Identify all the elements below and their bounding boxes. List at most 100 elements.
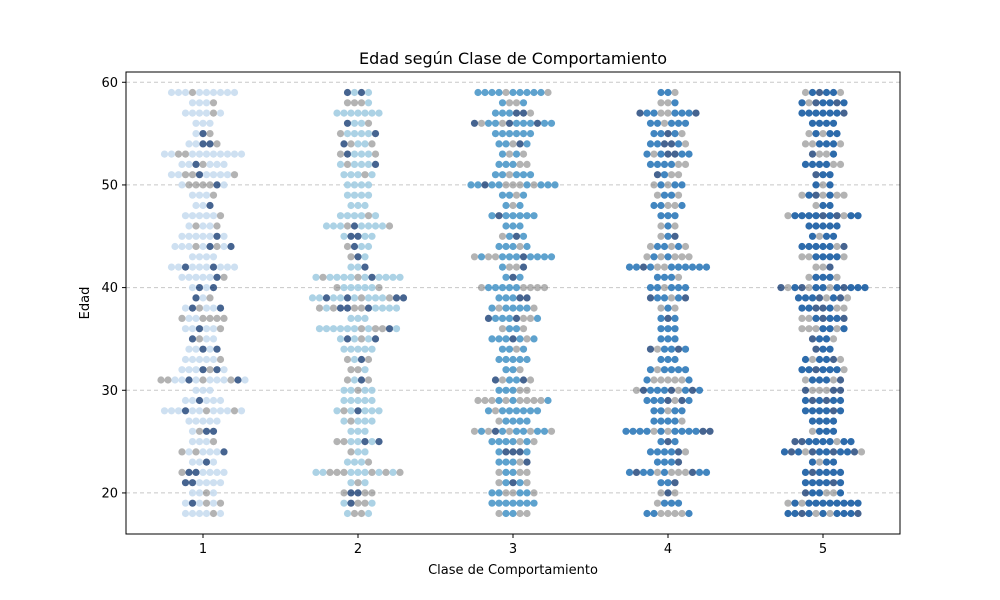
data-point (829, 427, 838, 435)
data-point (357, 150, 366, 158)
data-point (819, 509, 827, 518)
data-point (336, 160, 345, 168)
data-point (364, 304, 373, 312)
data-point (467, 181, 475, 189)
data-point (357, 325, 366, 333)
data-point (819, 212, 827, 220)
data-point (491, 284, 500, 292)
data-point (540, 119, 549, 127)
data-point (181, 263, 190, 271)
data-point (653, 160, 662, 168)
data-point (495, 335, 503, 343)
data-point (502, 222, 510, 230)
data-point (667, 140, 676, 148)
data-point (181, 109, 190, 117)
data-point (322, 325, 331, 333)
data-point (509, 355, 517, 364)
data-point (530, 438, 538, 446)
data-point (220, 376, 228, 384)
data-point (784, 509, 792, 518)
data-point (660, 273, 669, 281)
data-point (657, 150, 665, 158)
data-point (357, 242, 366, 251)
data-point (347, 468, 355, 476)
data-point (826, 325, 834, 333)
data-point (209, 304, 218, 312)
data-point (657, 335, 665, 343)
data-point (646, 160, 655, 168)
data-point (209, 171, 218, 179)
data-point (685, 109, 693, 117)
data-point (361, 438, 369, 446)
data-point (396, 468, 404, 476)
data-point (664, 212, 672, 220)
data-point (223, 171, 232, 179)
data-point (188, 304, 197, 312)
data-point (674, 284, 683, 292)
data-point (822, 376, 831, 384)
data-point (202, 109, 211, 117)
data-point (519, 109, 528, 117)
data-point (343, 222, 352, 230)
data-point (537, 181, 545, 189)
data-point (206, 417, 214, 425)
data-point (216, 325, 225, 333)
data-point (653, 448, 662, 456)
data-point (361, 253, 369, 261)
data-point (780, 448, 789, 456)
data-point (836, 376, 845, 384)
data-point (181, 212, 190, 220)
data-point (174, 150, 183, 158)
data-point (836, 448, 845, 456)
data-point (368, 489, 376, 497)
data-point (674, 499, 683, 507)
data-point (836, 355, 845, 364)
data-point (241, 376, 249, 384)
data-point (509, 160, 517, 168)
data-point (199, 130, 207, 138)
data-point (512, 191, 521, 199)
data-point (495, 355, 503, 364)
data-point (382, 468, 390, 476)
data-point (826, 171, 834, 179)
data-point (678, 376, 686, 384)
data-point (685, 427, 693, 435)
data-point (361, 468, 369, 476)
data-point (361, 201, 369, 210)
data-point (181, 499, 190, 507)
data-point (667, 366, 676, 374)
data-point (195, 479, 204, 487)
data-point (829, 458, 838, 466)
data-point (195, 489, 204, 497)
data-point (364, 458, 373, 466)
data-point (664, 335, 672, 343)
data-point (530, 335, 538, 343)
data-point (167, 171, 176, 179)
data-point (643, 109, 651, 117)
data-point (660, 171, 669, 179)
data-point (815, 489, 824, 497)
data-point (671, 109, 679, 117)
data-point (237, 407, 246, 415)
data-point (533, 284, 542, 292)
data-point (396, 273, 404, 281)
data-point (815, 386, 824, 394)
data-point (509, 140, 517, 148)
data-point (646, 386, 655, 394)
data-point (354, 253, 362, 261)
data-point (502, 509, 510, 518)
data-point (488, 499, 496, 507)
data-point (671, 509, 679, 518)
data-point (671, 222, 679, 230)
data-point (664, 427, 672, 435)
data-point (547, 253, 556, 261)
data-point (223, 263, 232, 271)
data-point (657, 396, 665, 405)
data-point (671, 130, 679, 138)
data-point (512, 253, 521, 261)
data-point (195, 335, 204, 343)
data-point (643, 509, 651, 518)
data-point (364, 119, 373, 127)
data-point (209, 253, 218, 261)
data-point (667, 119, 676, 127)
